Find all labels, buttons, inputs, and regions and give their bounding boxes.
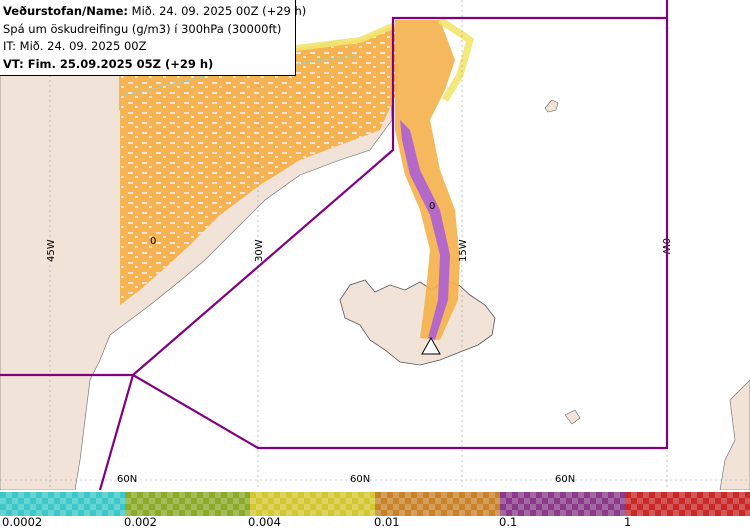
flight-information-region-boundaries [0, 0, 669, 490]
legend-tick-001: 0.01 [374, 515, 400, 529]
legend-swatch-5 [500, 492, 625, 516]
legend-tick-0002: 0.0002 [2, 515, 43, 529]
issue-time: IT: Mið. 24. 09. 2025 00Z [3, 39, 147, 53]
forecast-name-line: Veðurstofan/Name: Mið. 24. 09. 2025 00Z … [3, 3, 306, 21]
map-canvas: 45W 30W 15W 0W 60N 60N 60N 0 0 [0, 0, 750, 490]
forecast-name: Mið. 24. 09. 2025 00Z (+29 h) [131, 4, 307, 18]
meridian-label-30w: 30W [254, 239, 265, 262]
parallel-label-60n-2: 60N [350, 474, 370, 485]
contour-marker-plume: 0 [429, 201, 435, 212]
island-southeast [564, 409, 581, 425]
agency-label: Veðurstofan/Name: [3, 4, 128, 18]
forecast-info-box: Veðurstofan/Name: Mið. 24. 09. 2025 00Z … [0, 0, 306, 76]
legend-swatch-6 [625, 492, 750, 516]
legend-swatch-3 [250, 492, 375, 516]
legend-swatch-4 [375, 492, 500, 516]
coast-southeast [719, 379, 750, 490]
meridian-label-15w: 15W [458, 239, 469, 262]
meridian-label-0w: 0W [660, 238, 671, 254]
ash-plume-yellow-edge [438, 17, 475, 102]
island-east [544, 99, 559, 113]
concentration-legend [0, 490, 750, 532]
meridian-label-45w: 45W [46, 239, 57, 262]
contour-marker-greenland: 0 [150, 236, 156, 247]
parallel-label-60n-3: 60N [555, 474, 575, 485]
volcano-triangle-icon [421, 336, 441, 355]
legend-tick-01: 0.1 [499, 515, 518, 529]
ash-cloud-greenland [120, 25, 398, 305]
legend-swatch-2 [125, 492, 250, 516]
legend-tick-004: 0.004 [248, 515, 281, 529]
valid-time: VT: Fim. 25.09.2025 05Z (+29 h) [3, 56, 214, 71]
legend-tick-1: 1 [624, 515, 632, 529]
legend-swatch-1 [0, 492, 125, 516]
parallel-label-60n-1: 60N [117, 474, 137, 485]
forecast-description: Spá um öskudreifingu (g/m3) í 300hPa (30… [3, 21, 282, 36]
ash-plume-purple-core [400, 120, 450, 340]
legend-tick-002: 0.002 [124, 515, 157, 529]
